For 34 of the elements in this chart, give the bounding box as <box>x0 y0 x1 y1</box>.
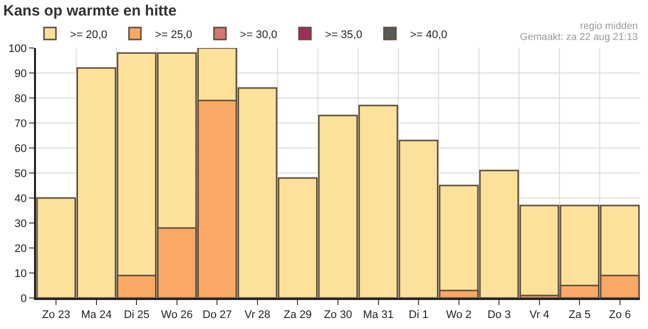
y-tick-label: 10 <box>14 268 27 280</box>
legend-label: >= 40,0 <box>410 28 448 41</box>
x-tick-label: Di 1 <box>408 309 428 322</box>
legend-label: >= 30,0 <box>240 28 278 41</box>
x-tick-label: Ma 31 <box>362 309 394 322</box>
y-tick-label: 70 <box>14 118 27 130</box>
x-tick-label: Zo 23 <box>42 309 70 322</box>
x-tick-label: Za 5 <box>568 309 591 322</box>
y-tick-label: 30 <box>14 218 27 230</box>
y-tick-label: 90 <box>14 68 27 80</box>
y-tick-label: 100 <box>8 42 27 55</box>
x-tick-label: Do 3 <box>487 309 511 322</box>
y-tick-label: 20 <box>14 242 27 255</box>
text: Gemaakt: za 22 aug 21:13 <box>520 32 638 43</box>
x-tick-label: Wo 26 <box>161 309 193 322</box>
y-tick-label: 40 <box>14 192 27 205</box>
chart-title: Kans op warmte en hitte <box>3 2 177 20</box>
legend-label: >= 20,0 <box>70 28 108 41</box>
x-tick-label: Vr 4 <box>529 309 550 322</box>
y-tick-label: 50 <box>14 168 27 180</box>
legend-label: >= 35,0 <box>324 28 362 41</box>
text: regio midden <box>580 21 638 32</box>
x-tick-label: Wo 2 <box>446 309 472 322</box>
y-tick-label: 80 <box>14 92 27 105</box>
x-tick-label: Za 29 <box>284 309 312 322</box>
legend-label: >= 25,0 <box>154 28 192 41</box>
y-tick-label: 0 <box>20 292 27 305</box>
x-tick-label: Vr 28 <box>244 309 270 322</box>
x-tick-label: Zo 6 <box>608 309 631 322</box>
y-tick-label: 60 <box>14 142 27 155</box>
x-tick-label: Do 27 <box>202 309 232 322</box>
x-tick-label: Ma 24 <box>81 309 112 322</box>
x-tick-label: Zo 30 <box>324 309 352 322</box>
x-tick-label: Di 25 <box>124 309 150 322</box>
